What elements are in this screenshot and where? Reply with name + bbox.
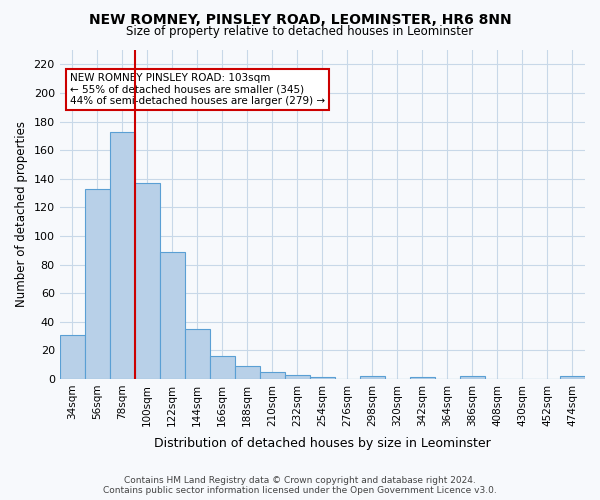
Bar — [285, 374, 310, 379]
X-axis label: Distribution of detached houses by size in Leominster: Distribution of detached houses by size … — [154, 437, 491, 450]
Bar — [185, 329, 210, 379]
Bar — [85, 188, 110, 379]
Bar — [260, 372, 285, 379]
Bar — [360, 376, 385, 379]
Bar — [160, 252, 185, 379]
Bar — [310, 378, 335, 379]
Text: Contains HM Land Registry data © Crown copyright and database right 2024.
Contai: Contains HM Land Registry data © Crown c… — [103, 476, 497, 495]
Bar — [59, 334, 85, 379]
Text: NEW ROMNEY PINSLEY ROAD: 103sqm
← 55% of detached houses are smaller (345)
44% o: NEW ROMNEY PINSLEY ROAD: 103sqm ← 55% of… — [70, 73, 325, 106]
Bar — [560, 376, 585, 379]
Bar — [235, 366, 260, 379]
Text: Size of property relative to detached houses in Leominster: Size of property relative to detached ho… — [127, 25, 473, 38]
Text: NEW ROMNEY, PINSLEY ROAD, LEOMINSTER, HR6 8NN: NEW ROMNEY, PINSLEY ROAD, LEOMINSTER, HR… — [89, 12, 511, 26]
Y-axis label: Number of detached properties: Number of detached properties — [15, 122, 28, 308]
Bar — [210, 356, 235, 379]
Bar — [110, 132, 135, 379]
Bar — [135, 183, 160, 379]
Bar — [460, 376, 485, 379]
Bar — [410, 378, 435, 379]
